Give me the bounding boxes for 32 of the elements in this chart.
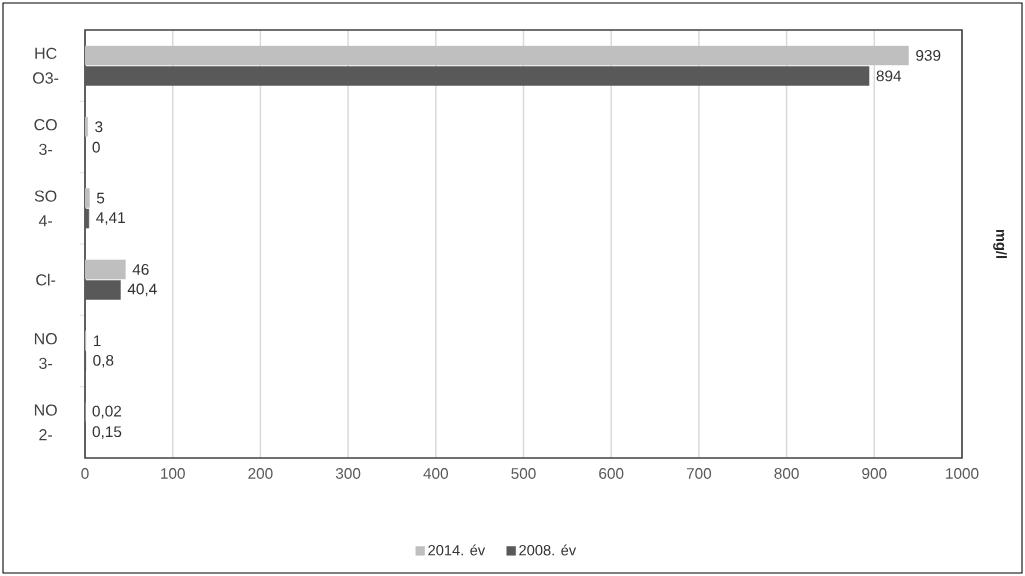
x-tick-label: 0 [81,468,89,479]
data-label: 0,15 [92,426,122,439]
x-tick-label: 200 [248,468,273,479]
data-label: 1 [93,335,101,347]
x-tick-label: 600 [599,468,624,479]
data-label: 894 [876,70,902,82]
data-label: 46 [132,264,149,275]
y-tick-label: CO 3- [34,119,57,155]
y-tick-label: NO 2- [34,404,57,441]
x-tick-label: 300 [335,468,361,479]
data-label: 939 [916,50,941,61]
y-tick-label: NO 3- [34,333,57,369]
x-tick-label: 800 [774,468,799,479]
y-tick-label: HC O3- [33,47,59,84]
data-label: 0,8 [93,354,114,368]
legend-label: 2014. év [428,544,486,556]
y-tick-label: SO 4- [34,190,57,227]
data-label: 3 [95,121,103,133]
y2-axis-title: mg/l [993,229,1007,259]
data-label: 4,41 [96,212,125,225]
x-tick-label: 700 [686,468,712,479]
y-tick-label: Cl- [36,273,56,286]
legend-label: 2008. év [519,544,577,556]
x-tick-label: 400 [423,468,448,479]
x-tick-label: 500 [511,468,536,479]
x-tick-label: 900 [862,468,887,479]
data-label: 5 [96,192,105,204]
data-label: 0 [92,141,100,153]
data-label: 40,4 [127,283,157,297]
x-tick-label: 1000 [946,468,979,479]
x-tick-label: 100 [161,468,185,479]
data-label: 0,02 [92,405,122,419]
